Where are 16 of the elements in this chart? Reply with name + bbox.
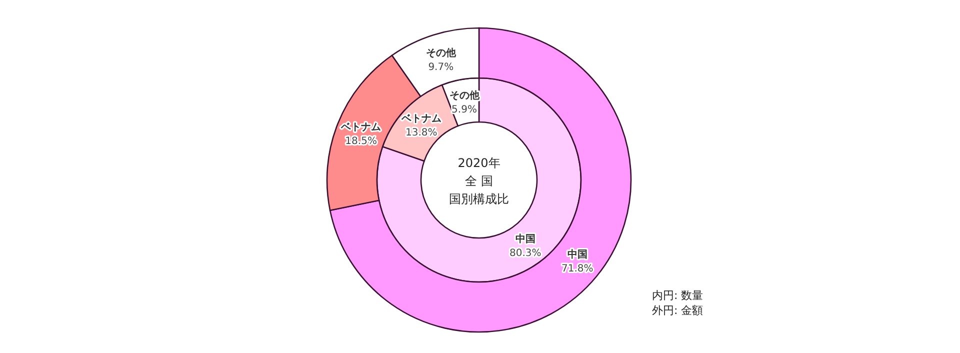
data-label: 9.7%: [428, 62, 454, 73]
text: 外円: 金額: [652, 304, 704, 317]
text: 全 国: [465, 174, 493, 188]
slice-label: その他: [426, 46, 457, 59]
data-label: 80.3%: [510, 248, 542, 260]
data-label: 13.8%: [405, 128, 438, 139]
slice-label: 中国: [515, 233, 536, 246]
text: 内円: 数量: [652, 289, 704, 302]
slice-label: ベトナム: [340, 122, 382, 133]
slice-label: ベトナム: [400, 114, 442, 125]
data-label: 18.5%: [345, 136, 377, 147]
slice-label: 中国: [567, 248, 588, 260]
data-label: 5.9%: [452, 104, 477, 116]
data-label: 71.8%: [561, 263, 594, 274]
text: 2020年: [458, 156, 500, 170]
text: 国別構成比: [449, 192, 509, 206]
